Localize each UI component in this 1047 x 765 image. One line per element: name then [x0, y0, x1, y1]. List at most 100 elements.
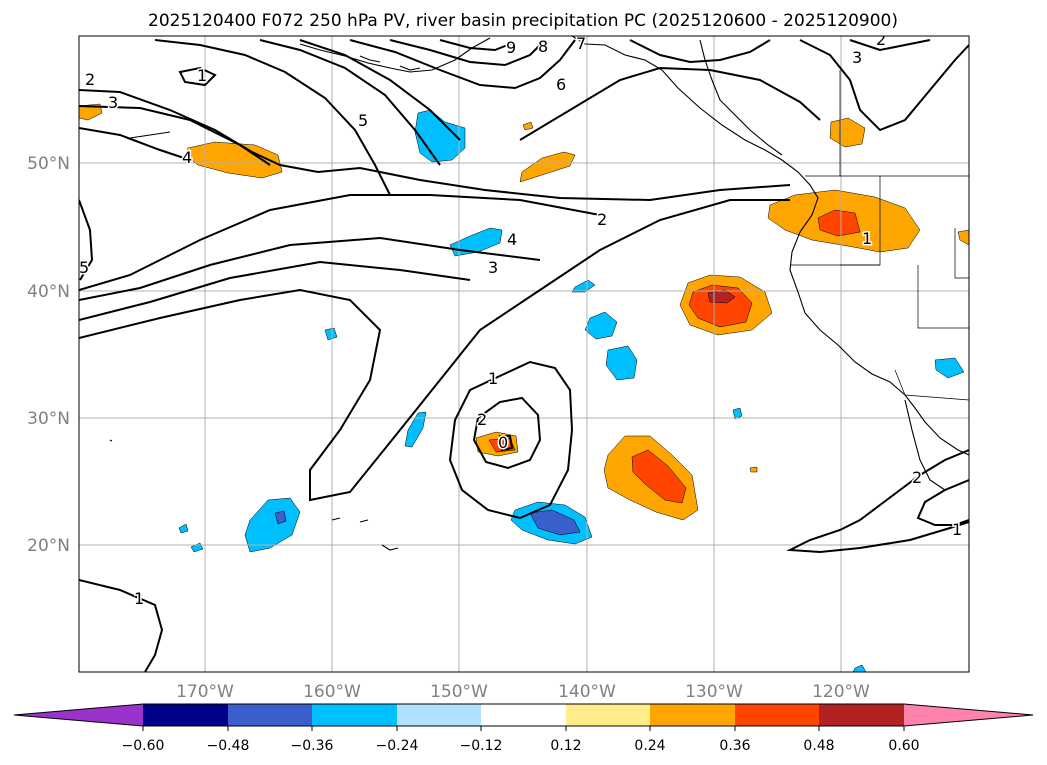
lon-label: 170°W — [176, 682, 234, 702]
pv-contour — [79, 199, 790, 502]
pv-contour — [79, 260, 471, 321]
contour-label: 4 — [507, 230, 517, 249]
precip-area-negative — [934, 357, 965, 379]
pv-contour — [389, 39, 546, 67]
precip-area-positive — [522, 121, 534, 131]
contour-label: 2 — [597, 210, 607, 229]
contour-label: 1 — [488, 369, 498, 388]
boundaries — [790, 70, 969, 401]
colorbar-tick-label: −0.12 — [460, 738, 503, 754]
pv-contour — [79, 199, 94, 281]
pv-contour — [498, 435, 514, 452]
latitude-labels: 20°N 30°N 40°N 50°N — [27, 154, 70, 556]
lat-label: 20°N — [27, 536, 70, 556]
pv-contour — [448, 360, 574, 520]
precip-area-positive — [79, 103, 103, 121]
colorbar-tick-label: −0.60 — [122, 738, 165, 754]
lon-label: 160°W — [303, 682, 361, 702]
precip-area-negative — [274, 510, 287, 525]
pv-contour — [79, 127, 191, 161]
contour-label: 3 — [852, 48, 862, 67]
contour-label: 2 — [477, 410, 487, 429]
pv-contour — [79, 89, 791, 202]
figure-title: 2025120400 F072 250 hPa PV, river basin … — [148, 11, 898, 31]
colorbar-segment — [397, 704, 481, 726]
precip-area-negative — [404, 411, 427, 448]
contour-label: 9 — [506, 38, 516, 57]
colorbar-tick-label: 0.48 — [803, 738, 834, 754]
precipitation-shading — [79, 103, 969, 672]
precip-area-positive — [957, 229, 969, 246]
contour-label: 0 — [498, 433, 508, 452]
precip-area-positive — [749, 466, 758, 473]
colorbar-segment — [481, 704, 566, 726]
contour-label: 1 — [862, 229, 872, 248]
contour-label: 2 — [912, 468, 922, 487]
lon-label: 150°W — [430, 682, 488, 702]
pv-contour — [849, 39, 931, 52]
precip-area-positive — [519, 151, 576, 183]
precip-area-negative — [584, 311, 618, 340]
lat-label: 40°N — [27, 282, 70, 302]
lon-label: 130°W — [685, 682, 743, 702]
colorbar-segment — [312, 704, 397, 726]
contour-label: 2 — [876, 30, 886, 49]
map-panel: 9 8 7 6 5 4 3 2 1 0 1 2 3 4 5 2 2 1 3 2 … — [79, 30, 969, 672]
lon-label: 140°W — [558, 682, 616, 702]
pv-contour — [79, 194, 601, 291]
lon-label: 120°W — [812, 682, 870, 702]
pv-contour — [629, 39, 771, 64]
colorbar-tick-label: 0.36 — [719, 738, 750, 754]
gridlines — [79, 36, 969, 672]
colorbar-tick-label: −0.24 — [376, 738, 419, 754]
colorbar-segment — [228, 704, 312, 726]
colorbar-tick-label: 0.60 — [888, 738, 919, 754]
contour-label: 3 — [488, 258, 498, 277]
precip-area-negative — [324, 327, 338, 341]
pv-contour — [79, 579, 164, 672]
pv-contour — [79, 236, 541, 301]
colorbar-tick-label: 0.24 — [634, 738, 665, 754]
colorbar-tick-label: −0.36 — [291, 738, 334, 754]
pv-contour — [519, 66, 821, 141]
pv-contour — [799, 39, 969, 132]
contour-label: 5 — [358, 111, 368, 130]
pv-contours — [79, 39, 969, 672]
lat-label: 30°N — [27, 409, 70, 429]
map-frame — [78, 35, 970, 673]
colorbar-segment — [143, 704, 228, 726]
precip-area-negative — [244, 497, 301, 553]
colorbar-extend-low — [14, 704, 143, 726]
colorbar-segment — [735, 704, 819, 726]
contour-label: 3 — [108, 93, 118, 112]
lat-label: 50°N — [27, 154, 70, 174]
colorbar-segment — [566, 704, 650, 726]
precip-area-negative — [852, 664, 867, 672]
colorbar: −0.60 −0.48 −0.36 −0.24 −0.12 0.12 0.24 … — [13, 703, 1034, 754]
pv-contour — [472, 396, 542, 470]
contour-label: 8 — [538, 37, 548, 56]
precip-area-positive — [829, 117, 866, 148]
precip-area-positive — [817, 209, 861, 237]
contour-label: 7 — [576, 34, 586, 53]
pv-contour — [154, 39, 391, 196]
pv-contour — [178, 66, 217, 87]
pv-contour — [299, 39, 461, 141]
precip-area-negative — [605, 345, 638, 381]
pv-contour-labels: 9 8 7 6 5 4 3 2 1 0 1 2 3 4 5 2 2 1 3 2 … — [79, 30, 964, 610]
colorbar-segment — [819, 704, 904, 726]
colorbar-tick-label: 0.12 — [550, 738, 581, 754]
precip-area-positive — [688, 284, 753, 328]
contour-label: 5 — [79, 258, 89, 277]
colorbar-segment — [650, 704, 735, 726]
precip-area-negative — [529, 509, 581, 536]
colorbar-tick-label: −0.48 — [207, 738, 250, 754]
longitude-labels: 170°W 160°W 150°W 140°W 130°W 120°W — [176, 682, 870, 702]
pv-contour — [79, 105, 271, 166]
precip-area-positive — [631, 449, 687, 504]
pv-contour — [349, 39, 576, 90]
precip-area-negative — [178, 523, 189, 534]
pv-contour — [439, 39, 516, 52]
precip-area-negative — [732, 407, 743, 420]
